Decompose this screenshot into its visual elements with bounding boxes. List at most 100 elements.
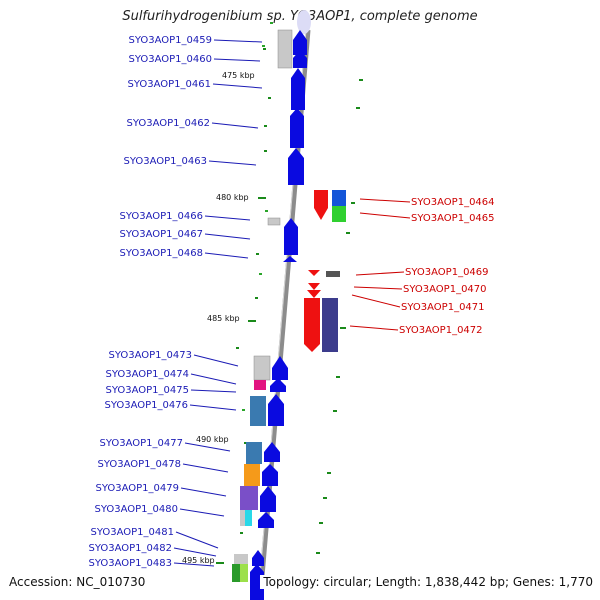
gene-0473-arrow[interactable] — [272, 356, 288, 380]
gene-0479-arrow[interactable] — [260, 486, 276, 512]
gene-0475-arrow[interactable] — [270, 378, 286, 392]
gene-arrow[interactable] — [293, 50, 307, 68]
track-dot — [265, 210, 268, 212]
gene-0478[interactable] — [244, 464, 260, 486]
gene-0479[interactable] — [240, 486, 258, 510]
gene-arrow[interactable] — [252, 550, 264, 566]
gene-label-0467[interactable]: SYO3AOP1_0467 — [119, 229, 203, 240]
gene-label-0460[interactable]: SYO3AOP1_0460 — [128, 54, 212, 65]
tick-mark — [351, 202, 355, 204]
gene-0481[interactable] — [234, 554, 248, 564]
gene-0460-arrow[interactable] — [293, 30, 307, 55]
gene-label-0480[interactable]: SYO3AOP1_0480 — [94, 504, 178, 515]
outer-tick-track — [316, 79, 363, 554]
gene-label-0472[interactable]: SYO3AOP1_0472 — [399, 325, 483, 336]
gene-0469-b[interactable] — [326, 271, 340, 277]
leader-line — [213, 58, 261, 62]
track-dot — [262, 45, 265, 47]
tick-mark — [256, 253, 259, 255]
leader-line — [204, 252, 249, 259]
leader-line — [211, 122, 259, 129]
gene-0468-arrow[interactable] — [283, 256, 297, 262]
gene-0461-arrow[interactable] — [291, 68, 305, 110]
forward-strand-genes — [232, 29, 307, 600]
gene-0459[interactable] — [277, 29, 293, 69]
leader-line — [173, 562, 215, 567]
gene-0463-arrow[interactable] — [288, 148, 304, 185]
gene-0469[interactable] — [308, 270, 320, 276]
gene-label-0465[interactable]: SYO3AOP1_0465 — [411, 213, 495, 224]
leader-line — [351, 294, 401, 308]
tick-mark — [236, 347, 239, 349]
leader-line — [190, 389, 237, 393]
gene-label-0473[interactable]: SYO3AOP1_0473 — [108, 350, 192, 361]
gene-label-0469[interactable]: SYO3AOP1_0469 — [405, 267, 489, 278]
gene-0474[interactable] — [254, 380, 266, 390]
gene-0464[interactable] — [314, 190, 328, 220]
gene-0472[interactable] — [304, 298, 320, 352]
gene-0483[interactable] — [240, 564, 248, 582]
kbp-tick — [248, 320, 256, 322]
leader-line — [190, 373, 237, 385]
tick-mark — [346, 232, 350, 234]
gene-label-0476[interactable]: SYO3AOP1_0476 — [104, 400, 188, 411]
gene-label-0478[interactable]: SYO3AOP1_0478 — [97, 459, 181, 470]
gene-0477[interactable] — [246, 442, 262, 464]
leader-line — [353, 286, 403, 290]
gene-0477-arrow[interactable] — [264, 442, 280, 462]
leader-line — [182, 463, 229, 473]
topology-text: Topology: circular; Length: 1,838,442 bp… — [260, 575, 596, 589]
gene-label-0481[interactable]: SYO3AOP1_0481 — [90, 527, 174, 538]
gene-0482[interactable] — [232, 564, 240, 582]
gene-label-0462[interactable]: SYO3AOP1_0462 — [126, 118, 210, 129]
leader-line — [180, 487, 227, 497]
gene-0462-arrow[interactable] — [290, 108, 304, 148]
gene-0480-a[interactable] — [240, 510, 245, 526]
gene-0464-b[interactable] — [332, 190, 346, 206]
gene-0465[interactable] — [332, 206, 346, 222]
gene-0466[interactable] — [267, 217, 281, 226]
gene-label-0468[interactable]: SYO3AOP1_0468 — [119, 248, 203, 259]
gene-0470[interactable] — [308, 283, 320, 290]
kbp-label-475: 475 kbp — [222, 71, 255, 80]
leader-line — [213, 39, 263, 43]
gene-0480-arrow[interactable] — [258, 512, 274, 528]
gene-label-0475[interactable]: SYO3AOP1_0475 — [105, 385, 189, 396]
leader-line — [359, 198, 411, 203]
gene-arrow[interactable] — [250, 564, 264, 600]
tick-mark — [333, 410, 337, 412]
gene-0473[interactable] — [253, 355, 271, 381]
gene-0478-arrow[interactable] — [262, 464, 278, 486]
gene-label-0477[interactable]: SYO3AOP1_0477 — [99, 438, 183, 449]
gene-label-0483[interactable]: SYO3AOP1_0483 — [88, 558, 172, 569]
gene-0480-b[interactable] — [245, 510, 252, 526]
tick-mark — [316, 552, 320, 554]
gene-label-0479[interactable]: SYO3AOP1_0479 — [95, 483, 179, 494]
gene-label-0464[interactable]: SYO3AOP1_0464 — [411, 197, 495, 208]
tick-mark — [356, 107, 360, 109]
leader-line — [204, 233, 251, 240]
track-dot — [270, 22, 273, 24]
gene-label-0463[interactable]: SYO3AOP1_0463 — [123, 156, 207, 167]
gene-label-0471[interactable]: SYO3AOP1_0471 — [401, 302, 485, 313]
tick-mark — [340, 327, 346, 329]
gene-0476-arrow[interactable] — [268, 394, 284, 426]
gene-label-0474[interactable]: SYO3AOP1_0474 — [105, 369, 189, 380]
gene-0472-b[interactable] — [322, 298, 338, 352]
gene-label-0470[interactable]: SYO3AOP1_0470 — [403, 284, 487, 295]
leader-line — [193, 354, 239, 367]
kbp-tick — [258, 197, 266, 199]
tick-mark — [319, 522, 323, 524]
gene-label-0466[interactable]: SYO3AOP1_0466 — [119, 211, 203, 222]
gene-0476[interactable] — [250, 396, 266, 426]
gene-0467-arrow[interactable] — [284, 218, 298, 255]
tick-mark — [336, 376, 340, 378]
leader-line — [355, 271, 405, 276]
backbone-origin-marker — [297, 10, 311, 34]
gene-label-0461[interactable]: SYO3AOP1_0461 — [127, 79, 211, 90]
gene-label-0482[interactable]: SYO3AOP1_0482 — [88, 543, 172, 554]
gene-0471[interactable] — [307, 290, 321, 298]
gene-label-0459[interactable]: SYO3AOP1_0459 — [128, 35, 212, 46]
